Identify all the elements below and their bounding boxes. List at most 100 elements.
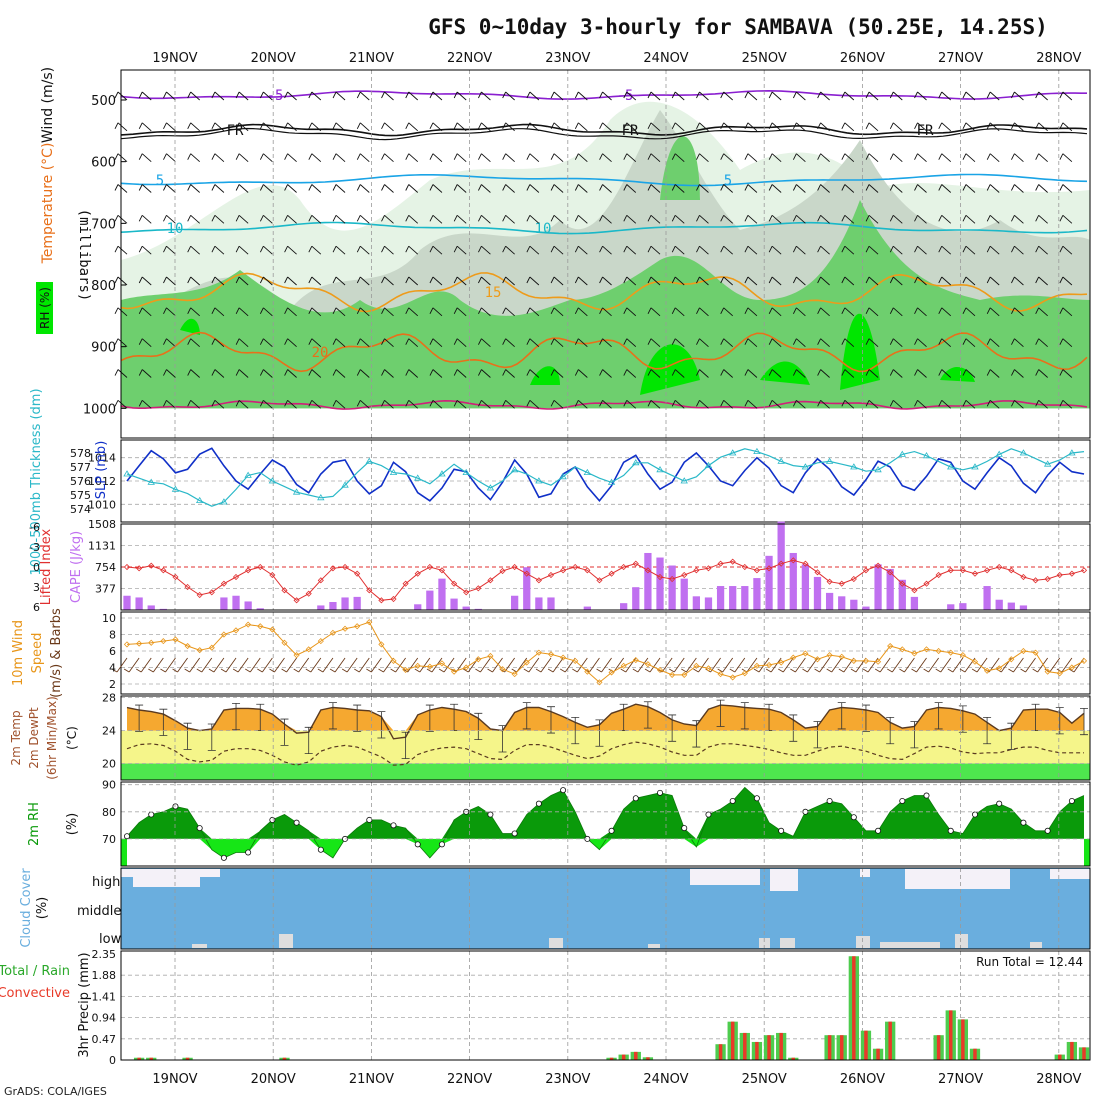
li-tick: 0 — [33, 561, 40, 574]
wind-barb — [211, 245, 225, 255]
wind-barb — [841, 153, 855, 163]
wind-barb — [720, 338, 733, 348]
surface-wind-barb — [874, 657, 891, 673]
cape-tick: 1131 — [88, 540, 116, 553]
rh-shade-green-upper — [560, 70, 700, 200]
wind-barb — [453, 184, 467, 193]
wind-barb — [768, 369, 782, 378]
wind-barb — [381, 215, 394, 224]
wind-barb — [623, 245, 637, 255]
wind-barb — [332, 91, 346, 101]
wind-barb — [138, 369, 152, 378]
wind-barb — [914, 245, 927, 255]
cape-bar — [474, 608, 482, 610]
wind-barb — [574, 369, 588, 378]
thickness-point — [365, 457, 373, 464]
wind-barb — [453, 153, 467, 163]
thickness-point — [632, 459, 640, 466]
pressure-tick-label: 500 — [91, 94, 116, 109]
wind-barb — [405, 122, 419, 132]
precip-bar-conv — [646, 1057, 650, 1060]
cape-bar — [244, 601, 252, 610]
wind-barb — [841, 400, 855, 409]
wind-speed-point — [765, 661, 773, 669]
wind-barb — [696, 245, 709, 255]
wind-barb — [211, 276, 225, 286]
lifted-index-point — [208, 589, 215, 596]
date-label-top: 24NOV — [643, 51, 688, 66]
wind-speed-point — [1008, 656, 1015, 663]
wind-barb — [696, 184, 709, 193]
wind-barb — [768, 91, 782, 101]
wind-barb — [187, 184, 200, 193]
wind-barb — [938, 122, 952, 132]
wind-speed-point — [705, 665, 712, 672]
wind-barb — [356, 245, 370, 255]
wind-speed-point — [814, 656, 821, 663]
lifted-index-point — [959, 567, 966, 574]
wind-barb — [744, 369, 758, 378]
wind-barb — [381, 184, 394, 193]
cape-bar — [535, 597, 543, 610]
minmax-errorbar — [183, 722, 192, 750]
wind-barb — [574, 338, 588, 348]
lifted-index-point — [632, 560, 639, 567]
wind-barb — [478, 122, 491, 132]
cape-bar — [414, 604, 422, 610]
precip-bar-conv — [730, 1021, 735, 1060]
wind-speed-point — [608, 669, 615, 676]
wind-barb — [817, 276, 830, 286]
cape-bar — [910, 596, 919, 610]
temp-tick: 20 — [102, 758, 116, 771]
wind-barb — [332, 184, 346, 193]
wind-barb — [986, 91, 1000, 101]
wind-barb — [986, 369, 1000, 378]
cape-bar — [886, 568, 894, 610]
precip-bar-conv — [961, 1019, 965, 1060]
wind-speed-point — [414, 662, 421, 669]
rh-point — [317, 846, 324, 853]
wind-barb — [284, 400, 297, 409]
minmax-errorbar — [716, 699, 725, 727]
wind-barb — [841, 276, 855, 286]
lifted-index-point — [547, 571, 555, 579]
wind-barb — [938, 245, 952, 255]
wind-barb — [308, 184, 322, 193]
lifted-index-point — [293, 597, 300, 604]
surface-wind-barb — [826, 657, 843, 673]
wind-barb — [744, 122, 758, 132]
thickness-point — [1043, 460, 1052, 467]
surface-wind-barb — [160, 657, 176, 673]
cape-bar — [741, 586, 749, 610]
wind-barb — [720, 369, 733, 378]
thickness-point — [414, 474, 422, 481]
wind-barb — [647, 215, 661, 224]
wind-barb — [792, 400, 806, 409]
wind-barb — [526, 369, 540, 378]
wind-barb — [671, 215, 685, 224]
cape-bar — [668, 565, 676, 610]
surface-wind-barb — [414, 657, 431, 673]
wind-speed-point — [632, 657, 639, 664]
cape-bar — [438, 578, 446, 610]
wind-barb — [211, 338, 225, 348]
lifted-index-point — [148, 562, 155, 569]
lifted-index-point — [572, 563, 579, 571]
surface-wind-barb — [366, 657, 382, 673]
wind-barb — [623, 400, 637, 409]
wind-speed-point — [1068, 664, 1075, 671]
wind-barb — [841, 338, 855, 348]
rh-point — [172, 803, 179, 810]
surface-wind-barb — [341, 657, 358, 673]
surface-wind-barb — [765, 657, 782, 673]
wind-barb — [744, 153, 758, 163]
wind-barb — [550, 369, 564, 378]
lifted-index-point — [317, 577, 324, 584]
wind-barb — [550, 245, 564, 255]
footer-credit: GrADS: COLA/IGES — [4, 1085, 107, 1098]
wind-barb — [889, 215, 903, 224]
wind-speed-point — [487, 652, 494, 660]
precip-ylabel-total: Total / Rain — [0, 964, 70, 979]
wind-barb — [623, 276, 637, 286]
wind-barb — [792, 215, 806, 224]
